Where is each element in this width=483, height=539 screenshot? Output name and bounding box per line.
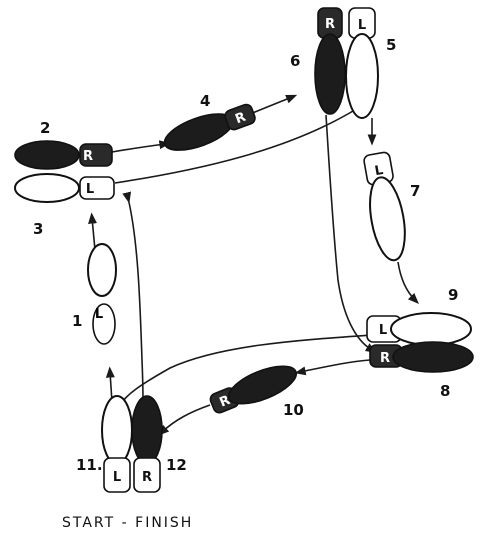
step-labels: 2 3 1 4 6 5 7 9 8 10 11. 12 [33,36,458,474]
step-label-7: 7 [410,182,420,200]
step-label-4: 4 [200,92,210,110]
step-label-1: 1 [72,312,82,330]
footprint-step-3: L [14,173,115,203]
path-1-to-2 [88,212,97,251]
footprint-step-9: L [366,312,472,346]
footprint-step-10: R [209,365,298,414]
sole-letter: L [374,163,385,179]
sole-letter: L [86,182,94,197]
step-label-9: 9 [448,286,458,304]
step-label-12: 12 [166,456,187,474]
path-10-to-12 [157,404,211,436]
footprint-step-8: R [369,341,474,373]
sole-letter: L [358,18,366,33]
sole-letter: L [95,307,103,322]
footprints: L R L R R L [14,7,474,493]
footprint-step-11: L [101,395,133,493]
path-8-to-10 [294,359,371,376]
path-3-to-5 [114,105,363,184]
step-label-3: 3 [33,220,43,238]
sole-letter: L [113,470,121,485]
step-paths [88,94,419,436]
step-label-11: 11. [76,456,103,474]
path-6-to-8 [325,114,377,353]
start-finish-caption: START - FINISH [62,515,193,531]
sole-letter: L [379,323,387,338]
footprint-step-2: R [14,140,113,170]
path-9-to-11 [115,334,373,413]
step-label-2: 2 [40,119,50,137]
step-label-6: 6 [290,52,300,70]
step-label-5: 5 [386,36,396,54]
footprint-step-6: R [314,7,346,115]
footprint-step-7: L [363,151,406,262]
sole-letter: R [325,17,335,32]
sole-letter: R [233,110,248,128]
step-label-10: 10 [283,401,304,419]
sole-letter: R [83,149,93,164]
footprint-step-4: R [163,103,256,151]
footprint-step-12: R [131,395,163,493]
path-7-to-9 [397,261,419,304]
path-2-to-4 [111,140,171,153]
footprint-step-5: L [345,7,379,119]
path-3-to-12 [122,191,144,403]
footprint-step-1: L [87,243,117,345]
sole-letter: R [380,351,390,366]
sole-letter: R [142,470,152,485]
step-label-8: 8 [440,382,450,400]
